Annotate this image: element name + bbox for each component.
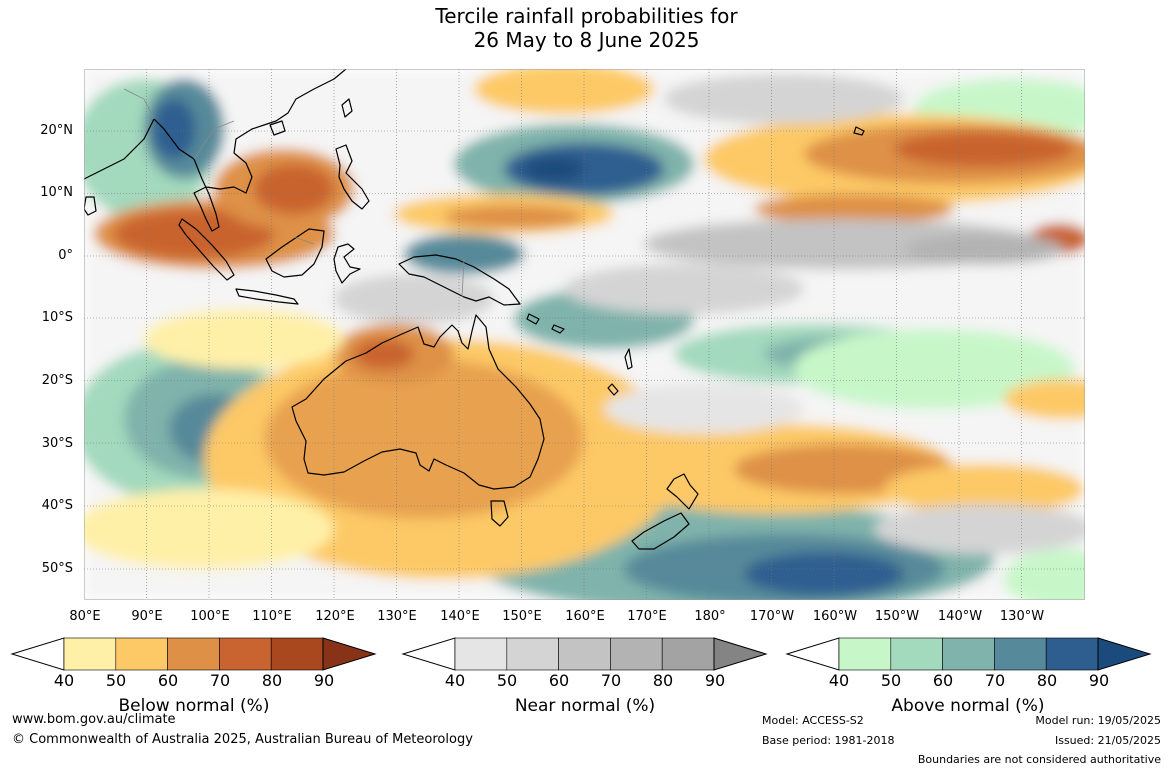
website-link[interactable]: www.bom.gov.au/climate — [12, 712, 176, 727]
colorbar-swatch — [63, 637, 117, 671]
lon-label-130e: 130°E — [377, 609, 417, 624]
mainland-asia-coastline — [84, 69, 347, 232]
colorbar-tick: 90 — [1088, 671, 1110, 690]
base-period: Base period: 1981-2018 — [762, 734, 895, 747]
lon-label-160e: 160°E — [565, 609, 605, 624]
hainan-coastline — [269, 120, 286, 136]
lon-label-130w: 130°W — [999, 609, 1045, 624]
colorbar-below-normal — [10, 637, 377, 671]
colorbar-above-normal — [785, 637, 1152, 671]
issued-date: Issued: 21/05/2025 — [1054, 734, 1161, 747]
borneo-coastline — [265, 228, 325, 278]
colorbar-swatch — [506, 637, 559, 671]
colorbar-swatch — [558, 637, 611, 671]
new-zealand-south-coastline — [631, 512, 690, 550]
lon-label-80e: 80°E — [69, 609, 101, 624]
title-line-1: Tercile rainfall probabilities for — [435, 4, 738, 28]
colorbar-tick: 90 — [313, 671, 335, 690]
colorbar-swatch — [167, 637, 220, 671]
lat-label-10n: 10°N — [40, 185, 73, 200]
australia-coastline — [291, 314, 545, 490]
map-title: Tercile rainfall probabilities for 26 Ma… — [0, 4, 1173, 52]
country-borders — [123, 88, 465, 298]
new-zealand-north-coastline — [666, 473, 699, 510]
colorbar-tick: 70 — [209, 671, 231, 690]
lon-label-170w: 170°W — [749, 609, 795, 624]
lat-label-30s: 30°S — [41, 436, 73, 451]
colorbar-tick: 40 — [444, 671, 466, 690]
lon-label-140w: 140°W — [937, 609, 983, 624]
colorbar-above-extend — [1097, 637, 1152, 671]
lon-label-150w: 150°W — [874, 609, 920, 624]
sulawesi-coastline — [333, 243, 361, 284]
lat-label-40s: 40°S — [41, 498, 73, 513]
new-guinea-coastline — [398, 254, 521, 306]
colorbar-tick: 80 — [1036, 671, 1058, 690]
boundaries-disclaimer: Boundaries are not considered authoritat… — [917, 753, 1161, 766]
colorbar-near-extend — [713, 637, 768, 671]
colorbar-below-extend — [322, 637, 377, 671]
model-name: Model: ACCESS-S2 — [762, 714, 864, 727]
colorbar-above-swatches — [838, 637, 1099, 671]
lat-label-50s: 50°S — [41, 561, 73, 576]
coastlines — [84, 69, 865, 550]
lon-label-150e: 150°E — [502, 609, 542, 624]
lon-label-180: 180° — [694, 609, 726, 624]
colorbar-swatch — [454, 637, 508, 671]
colorbar-swatch — [115, 637, 168, 671]
colorbar-near-label: Near normal (%) — [514, 696, 656, 716]
colorbar-above-label: Above normal (%) — [891, 696, 1045, 716]
colorbar-below-swatches — [63, 637, 324, 671]
colorbar-swatch — [610, 637, 663, 671]
copyright-text: © Commonwealth of Australia 2025, Austra… — [12, 732, 473, 747]
colorbar-tick: 60 — [548, 671, 570, 690]
colorbar-swatch — [270, 637, 324, 671]
lon-label-120e: 120°E — [315, 609, 355, 624]
colorbar-below-label: Below normal (%) — [118, 696, 270, 716]
rainfall-probability-map — [84, 69, 1085, 600]
colorbar-swatch — [994, 637, 1047, 671]
lon-label-110e: 110°E — [252, 609, 292, 624]
colorbar-tick: 60 — [932, 671, 954, 690]
colorbar-swatch — [838, 637, 892, 671]
colorbar-tick: 50 — [496, 671, 518, 690]
colorbar-tick: 80 — [261, 671, 283, 690]
lat-label-10s: 10°S — [41, 310, 73, 325]
lat-label-20n: 20°N — [40, 123, 73, 138]
colorbar-tick: 60 — [157, 671, 179, 690]
lat-label-20s: 20°S — [41, 373, 73, 388]
philippines-coastline — [335, 144, 370, 210]
colorbar-tick: 40 — [53, 671, 75, 690]
colorbar-swatch — [1045, 637, 1099, 671]
model-run-date: Model run: 19/05/2025 — [1035, 714, 1161, 727]
colorbar-swatch — [219, 637, 272, 671]
colorbar-swatch — [661, 637, 715, 671]
lon-label-160w: 160°W — [812, 609, 858, 624]
colorbar-tick: 50 — [880, 671, 902, 690]
colorbar-near-normal — [401, 637, 768, 671]
colorbar-tick: 80 — [652, 671, 674, 690]
lon-label-170e: 170°E — [627, 609, 667, 624]
graticule — [84, 69, 1085, 600]
colorbar-tick: 70 — [984, 671, 1006, 690]
lat-label-equator: 0° — [58, 248, 73, 263]
lon-label-90e: 90°E — [131, 609, 163, 624]
colorbar-tick: 40 — [828, 671, 850, 690]
lon-label-100e: 100°E — [190, 609, 230, 624]
colorbar-tick: 50 — [105, 671, 127, 690]
colorbar-swatch — [942, 637, 995, 671]
java-coastline — [235, 288, 299, 305]
taiwan-coastline — [341, 98, 353, 118]
colorbar-near-swatches — [454, 637, 715, 671]
hawaii-coastline — [853, 126, 865, 136]
colorbar-swatch — [890, 637, 943, 671]
sumatra-coastline — [178, 218, 235, 281]
probability-shading — [84, 69, 1085, 600]
colorbar-tick: 90 — [704, 671, 726, 690]
colorbar-tick: 70 — [600, 671, 622, 690]
title-line-2: 26 May to 8 June 2025 — [473, 28, 700, 52]
tasmania-coastline — [490, 500, 509, 527]
lon-label-140e: 140°E — [440, 609, 480, 624]
